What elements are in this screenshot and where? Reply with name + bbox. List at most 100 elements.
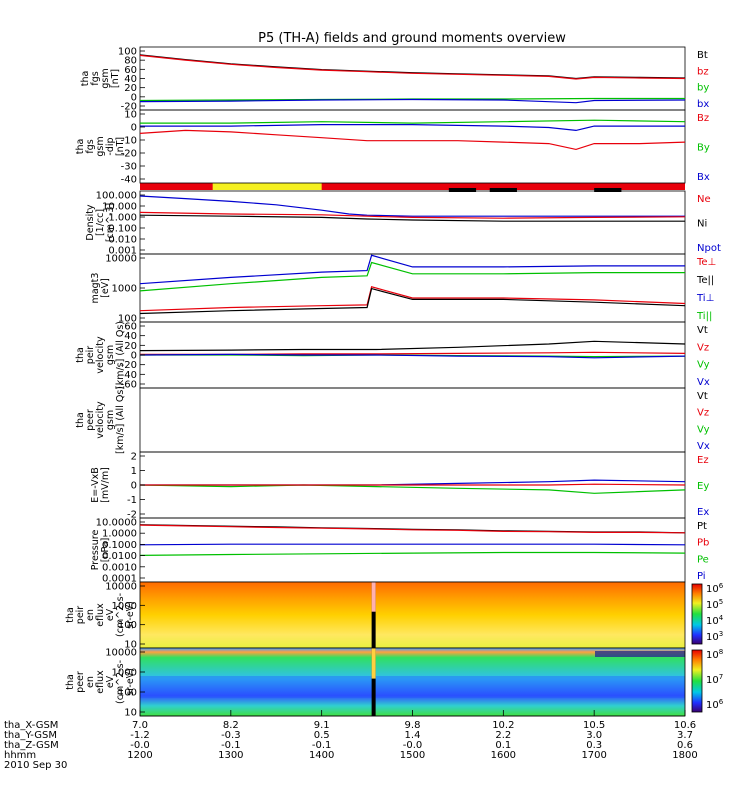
panel-1: 10 0 -10 -20 -30 -40 tha fgs gsm -dip [nT] Bz By Bx: [75, 110, 710, 186]
panel-frame: [139, 253, 686, 323]
x-row-label: tha_Z-GSM: [4, 740, 59, 751]
x-tick-label: -0.1: [312, 740, 332, 751]
y-tick-label: 10000: [105, 582, 137, 593]
x-tick-label: 2.2: [495, 730, 511, 741]
y-tick-label: 40: [124, 74, 137, 85]
data-gap-top: [371, 648, 376, 679]
legend-label: Vz: [697, 408, 709, 419]
series-line-Ti||: [139, 261, 685, 292]
colorbar-label-exp: 8: [719, 648, 723, 656]
legend-label: Te||: [696, 275, 714, 286]
y-tick-label: 1.000: [108, 213, 137, 224]
y-axis-label-line: [km/s] (All Qs): [115, 321, 126, 389]
y-tick-label: 10.0000: [96, 518, 137, 529]
y-axis-label-line: Density: [85, 204, 96, 240]
y-axis-label-line: en: [85, 609, 96, 621]
x-tick-label: 1200: [127, 750, 152, 761]
legend-label: by: [697, 83, 709, 94]
y-axis-label: E=-VxB [mV/m]: [90, 467, 111, 503]
y-tick-label: -30: [121, 162, 137, 173]
series-line-Bz: [139, 129, 686, 151]
y-tick-label: -10: [121, 136, 137, 147]
x-tick-label: 3.0: [586, 730, 602, 741]
x-tick-label: -0.0: [130, 740, 150, 751]
y-tick-label: 0: [131, 92, 137, 103]
y-tick-label: 20: [124, 83, 137, 94]
time-axis: 7.0 8.2 9.1 9.8 10.2 10.5 10.6 -1.2 -0.3 0.5 1.4 2.…: [4, 710, 698, 771]
colorbar-label-exp: 7: [719, 673, 723, 681]
y-axis-label: Pressure [nPa]: [90, 530, 111, 571]
y-tick-label: 60: [124, 65, 137, 76]
y-tick-label: 100: [118, 47, 137, 58]
series-line-By: [140, 119, 686, 124]
series-line-bz: [139, 54, 686, 80]
y-tick-label: -60: [121, 380, 137, 391]
panel-frame: [139, 517, 686, 583]
colorbar-label: 108: [706, 648, 723, 661]
y-axis-label-line: gsm: [95, 136, 106, 156]
y-axis-label-line: tha: [65, 607, 76, 623]
legend-label: Vz: [697, 342, 709, 353]
y-tick-label: 0: [131, 123, 137, 134]
data-gap-top: [371, 582, 376, 612]
y-axis-label-line: sr-eV): [125, 601, 136, 629]
y-tick-label: 40: [124, 331, 137, 342]
colorbar-label-base: 10: [706, 675, 719, 686]
y-tick-label: 20: [124, 341, 137, 352]
y-axis-label-line: [km/s] (All Qs): [115, 386, 126, 454]
series-line-Bx: [140, 123, 685, 132]
x-tick-label: -1.2: [130, 730, 150, 741]
y-axis-label-line: eflux: [95, 603, 106, 627]
y-axis-label-line: tha: [75, 347, 86, 363]
y-axis-label-line: gsm: [105, 345, 116, 365]
series-line-Pi: [139, 543, 686, 546]
legend-label: Ni: [697, 219, 707, 230]
panel-frame: [139, 109, 686, 184]
y-axis-label-line: [nPa]: [100, 538, 111, 563]
y-tick-label: -20: [121, 149, 137, 160]
panel-frame: [139, 387, 686, 453]
series-line-Ti⊥: [139, 254, 685, 285]
mode-bar-yellow: [212, 183, 322, 190]
legend-label: Vy: [697, 360, 710, 371]
y-tick-label: 10000: [105, 648, 137, 659]
x-tick-label: 1600: [491, 750, 516, 761]
y-tick-label: 0.001: [108, 246, 137, 257]
series-line-Ey: [139, 484, 686, 494]
series-line-Bt: [139, 54, 686, 80]
series-line-Te||: [139, 287, 686, 315]
y-axis-label-line: Pressure: [90, 530, 101, 571]
legend-label: Bz: [697, 113, 709, 124]
y-axis-label: tha fgs gsm -dip [nT]: [75, 136, 126, 156]
y-tick-label: 0: [131, 481, 137, 492]
series-line-Vt: [139, 340, 686, 352]
colorbar-label: 103: [706, 630, 723, 643]
y-tick-label: 0.0001: [102, 574, 137, 585]
colorbar-label: 107: [706, 673, 723, 686]
colorbar-label-base: 10: [706, 700, 719, 711]
colorbar-label-exp: 6: [719, 698, 724, 706]
series-line-Ez: [140, 483, 686, 486]
y-tick-label: 1000: [112, 601, 137, 612]
legend-label: Ez: [697, 455, 709, 466]
series-line-Ni: [139, 214, 685, 222]
y-axis-label: tha peir en eflux eV (cm^2-s-sr-eV): [65, 593, 136, 637]
legend-label: Bx: [697, 172, 710, 183]
series-line-Vx: [139, 353, 686, 359]
y-axis-label-line: gsm: [105, 410, 116, 430]
y-axis-label-line: [nT]: [110, 69, 121, 88]
y-axis-label-line: (cm^2-s-: [115, 593, 126, 637]
y-axis-label-line: fgs: [85, 139, 96, 153]
y-axis-label-line: tha: [75, 139, 86, 155]
y-tick-label: -20: [121, 360, 137, 371]
legend-label: Vx: [697, 441, 710, 452]
y-axis-label-line: tha: [65, 674, 76, 690]
x-tick-label: 0.6: [677, 740, 693, 751]
y-axis-label-line: eV: [105, 675, 116, 688]
y-axis-label-line: velocity: [95, 401, 106, 439]
